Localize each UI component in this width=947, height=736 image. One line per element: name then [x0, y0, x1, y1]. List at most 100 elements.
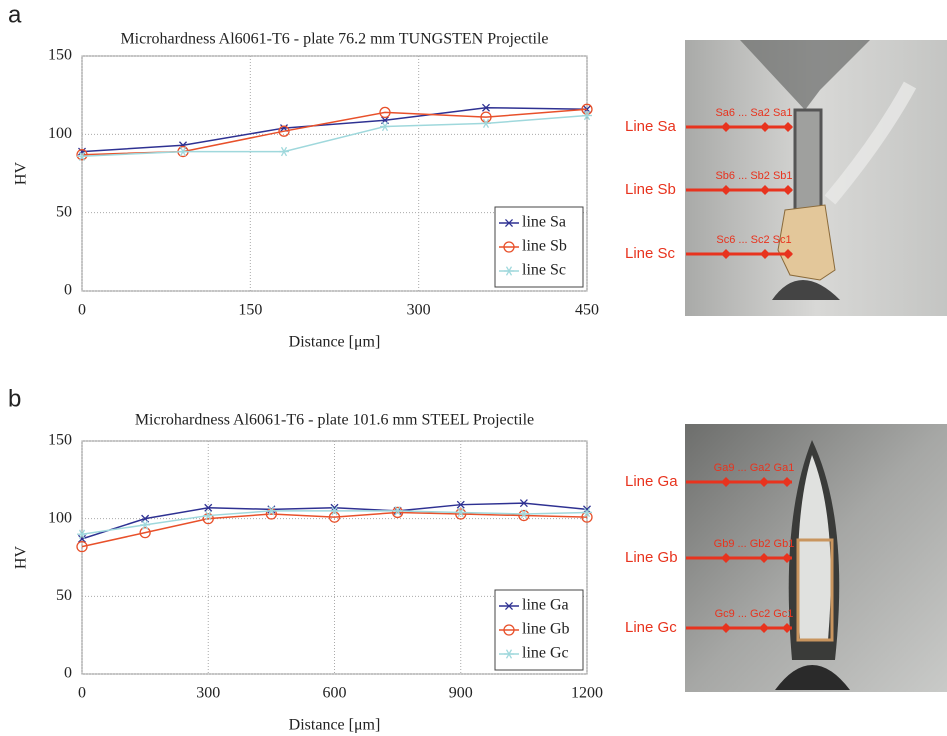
data-point	[202, 513, 214, 525]
data-point	[78, 534, 86, 543]
measure-point	[782, 623, 792, 633]
x-axis-label: Distance [μm]	[289, 717, 381, 734]
data-point	[482, 103, 490, 112]
legend-marker	[503, 241, 515, 253]
marker-circle	[391, 506, 404, 519]
y-tick-label: 100	[48, 509, 72, 526]
marker-stroke	[204, 503, 213, 512]
data-point	[518, 509, 530, 522]
data-point	[379, 106, 391, 119]
x-tick-label: 600	[323, 685, 347, 702]
marker-stroke	[268, 506, 275, 516]
data-point	[76, 149, 88, 161]
marker-circle	[503, 624, 515, 636]
measure-point	[759, 623, 769, 633]
point-labels: Sb6 ... Sb2 Sb1	[715, 170, 792, 182]
marker-stroke	[505, 649, 513, 659]
marker-stroke	[583, 505, 591, 514]
marker-stroke	[381, 121, 389, 132]
measure-point	[721, 122, 731, 132]
legend-marker	[505, 602, 513, 610]
marker-stroke	[280, 146, 288, 157]
marker-stroke	[583, 507, 591, 518]
legend-label: line Sc	[522, 262, 566, 279]
point-labels: Ga9 ... Ga2 Ga1	[714, 462, 795, 474]
data-point	[582, 507, 592, 518]
panel-label: a	[8, 1, 22, 28]
legend-label: line Sa	[522, 214, 566, 231]
series-line	[81, 511, 588, 548]
measure-point	[721, 623, 731, 633]
data-point	[76, 540, 88, 553]
data-point	[481, 118, 491, 129]
marker-stroke	[520, 509, 527, 519]
x-tick-label: 450	[575, 302, 599, 319]
series-line	[81, 106, 588, 153]
data-point	[178, 146, 188, 157]
data-point	[203, 510, 214, 521]
marker-stroke	[505, 602, 513, 610]
y-tick-label: 150	[48, 47, 72, 64]
marker-stroke	[457, 507, 464, 518]
data-point	[518, 509, 529, 519]
series-line	[81, 114, 588, 158]
data-point	[139, 526, 151, 539]
chart-title: Microhardness Al6061-T6 - plate 76.2 mm …	[120, 31, 548, 48]
marker-stroke	[331, 506, 338, 516]
marker-stroke	[505, 219, 513, 227]
y-tick-label: 0	[64, 282, 72, 299]
marker-circle	[76, 540, 88, 553]
data-point	[278, 125, 290, 137]
line-label: Line Gc	[625, 619, 677, 636]
data-point	[204, 503, 213, 512]
data-point	[582, 110, 592, 121]
marker-stroke	[280, 124, 288, 133]
data-point	[140, 520, 151, 530]
marker-circle	[265, 508, 278, 520]
measure-point	[760, 122, 770, 132]
data-point	[266, 506, 277, 516]
data-point	[77, 151, 87, 161]
marker-stroke	[179, 146, 187, 157]
legend-marker	[504, 266, 514, 276]
measure-point	[760, 249, 770, 259]
measure-point	[760, 185, 770, 195]
marker-stroke	[78, 529, 86, 539]
x-tick-label: 900	[449, 685, 473, 702]
marker-stroke	[456, 500, 465, 509]
data-point	[77, 529, 87, 539]
data-point	[391, 506, 404, 519]
legend-label: line Gc	[522, 645, 569, 662]
marker-circle	[202, 513, 214, 525]
marker-stroke	[142, 520, 149, 530]
marker-stroke	[78, 151, 86, 161]
x-axis-label: Distance [μm]	[289, 334, 381, 351]
line-label: Line Ga	[625, 473, 678, 490]
measure-point	[782, 477, 792, 487]
data-point	[583, 505, 591, 514]
marker-stroke	[78, 147, 86, 156]
legend-label: line Ga	[522, 597, 569, 614]
y-tick-label: 150	[48, 432, 72, 449]
measure-point	[759, 553, 769, 563]
photo-a	[685, 40, 947, 316]
x-tick-label: 300	[196, 685, 220, 702]
point-labels: Gc9 ... Gc2 Gc1	[715, 608, 794, 620]
line-label: Line Sb	[625, 181, 676, 198]
marker-circle	[379, 106, 391, 119]
chart-title: Microhardness Al6061-T6 - plate 101.6 mm…	[135, 412, 534, 429]
x-tick-label: 0	[78, 302, 86, 319]
legend-marker	[505, 219, 513, 227]
measure-point	[783, 122, 793, 132]
measure-point	[721, 477, 731, 487]
line-label: Line Sc	[625, 245, 676, 262]
y-axis-label: HV	[13, 162, 30, 186]
measure-point	[782, 553, 792, 563]
panel-label: b	[8, 385, 21, 412]
legend-label: line Sb	[522, 238, 567, 255]
marker-stroke	[482, 103, 490, 112]
measure-point	[783, 185, 793, 195]
marker-stroke	[505, 266, 513, 276]
line-label: Line Gb	[625, 549, 678, 566]
